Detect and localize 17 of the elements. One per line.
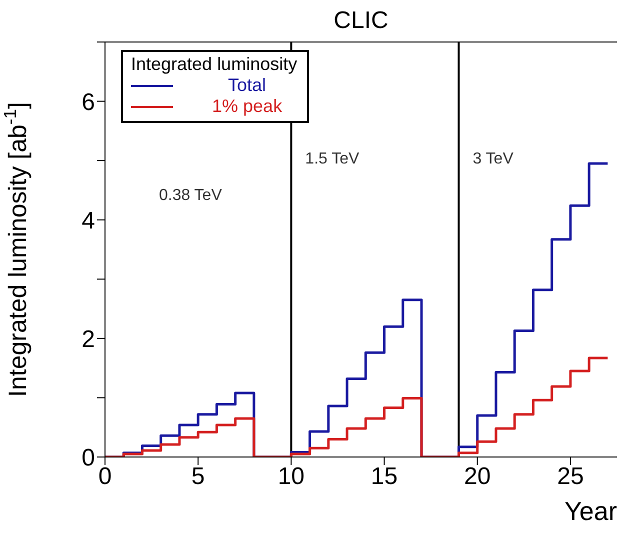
ref-line-label: 3 TeV [472, 150, 514, 168]
x-tick-label: 25 [557, 463, 584, 490]
legend-title: Integrated luminosity [131, 54, 298, 75]
y-tick-label: 6 [82, 88, 95, 116]
ref-line-label: 1.5 TeV [305, 150, 360, 168]
x-tick-label: 20 [464, 463, 491, 490]
x-tick-label: 15 [370, 463, 398, 490]
y-tick-label: 0 [82, 444, 95, 472]
x-axis-title: Year [564, 496, 618, 526]
chart-title: CLIC [334, 7, 388, 34]
text: Total [227, 75, 268, 96]
x-tick-label: 5 [191, 463, 205, 490]
annotation: 0.38 TeV [159, 187, 222, 204]
y-tick-label: 2 [82, 326, 95, 353]
legend-label: 1% peak [211, 96, 284, 117]
x-tick-label: 10 [278, 463, 305, 490]
y-tick-label: 4 [82, 207, 95, 234]
